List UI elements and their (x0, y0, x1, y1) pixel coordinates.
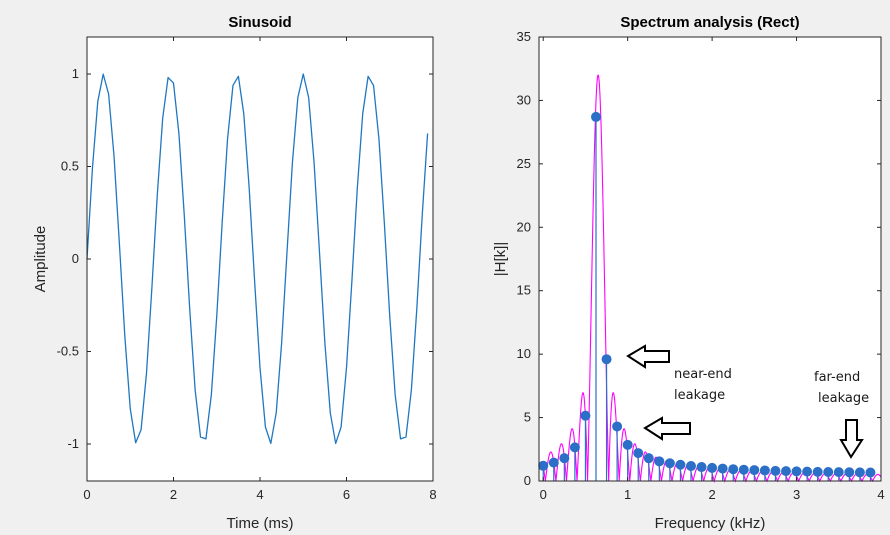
spectrum-x-tick-label: 2 (708, 487, 715, 502)
spectrum-y-tick-label: 25 (517, 156, 531, 171)
sinusoid-y-tick-label: 0 (72, 251, 79, 266)
spectrum-dft-point (749, 465, 760, 476)
sinusoid-ticks: 0 2 4 6 8 -1 -0.5 0 0.5 1 (57, 37, 437, 502)
spectrum-data-layer (538, 74, 882, 484)
spectrum-y-tick-label: 30 (517, 92, 531, 107)
spectrum-dft-point (675, 459, 686, 470)
sinusoid-x-tick-label: 4 (256, 487, 263, 502)
spectrum-y-tick-label: 15 (517, 283, 531, 298)
far-end-label-line1: far-end (814, 370, 860, 385)
spectrum-dft-point (664, 458, 675, 469)
sinusoid-x-axis-label: Time (ms) (227, 515, 294, 532)
spectrum-y-tick-label: 5 (524, 410, 531, 425)
sinusoid-y-tick-label: 1 (72, 66, 79, 81)
spectrum-axes-box (538, 36, 882, 482)
spectrum-y-tick-label: 20 (517, 219, 531, 234)
spectrum-dft-point (654, 456, 665, 467)
sinusoid-x-tick-label: 2 (170, 487, 177, 502)
annotation-near-end: near-end leakage (626, 344, 732, 403)
spectrum-dft-point (622, 439, 633, 450)
spectrum-y-tick-label: 35 (517, 29, 531, 44)
spectrum-dft-point (781, 466, 791, 477)
spectrum-ticks: 0 1 2 3 4 0 5 10 15 20 25 30 35 (517, 29, 885, 502)
spectrum-dft-point (707, 462, 718, 473)
sinusoid-y-tick-label: -1 (67, 436, 79, 451)
sinusoid-series-line (86, 73, 429, 445)
sinusoid-axes-background (87, 37, 433, 481)
spectrum-x-tick-label: 0 (540, 487, 547, 502)
spectrum-dft-point (844, 467, 855, 478)
spectrum-dft-point (580, 410, 591, 421)
spectrum-dft-point (770, 465, 781, 476)
spectrum-x-tick-label: 1 (624, 487, 631, 502)
spectrum-dft-point (833, 467, 844, 478)
spectrum-dft-point (717, 463, 728, 474)
sinusoid-title: Sinusoid (228, 14, 291, 31)
spectrum-dft-point (728, 464, 739, 475)
spectrum-x-tick-label: 4 (877, 487, 884, 502)
sinusoid-axes-box (86, 36, 434, 482)
spectrum-dft-point (812, 466, 823, 477)
far-end-arrow-icon (839, 419, 864, 459)
far-end-label-line2: leakage (818, 391, 869, 406)
spectrum-dft-point (738, 464, 749, 475)
spectrum-dft-point (759, 465, 770, 476)
spectrum-y-tick-label: 0 (524, 473, 531, 488)
annotation-far-end: far-end leakage (814, 370, 869, 459)
spectrum-y-tick-label: 10 (517, 346, 531, 361)
spectrum-dft-point (696, 462, 707, 473)
sinusoid-y-tick-label: 0.5 (61, 159, 79, 174)
spectrum-dft-point (633, 448, 644, 459)
sinusoid-data-layer (86, 73, 429, 445)
spectrum-dft-point (569, 442, 580, 453)
sidelobe-arrow-icon (643, 416, 691, 441)
spectrum-title: Spectrum analysis (Rect) (620, 14, 799, 31)
sinusoid-x-tick-label: 8 (429, 487, 436, 502)
sinusoid-x-tick-label: 6 (343, 487, 350, 502)
spectrum-dft-point (823, 466, 834, 477)
spectrum-dft-point (548, 457, 559, 468)
spectrum-dft-point (854, 467, 865, 478)
sinusoid-y-axis-label: Amplitude (32, 226, 49, 293)
near-end-label-line1: near-end (674, 367, 732, 382)
spectrum-chart: 0 1 2 3 4 0 5 10 15 20 25 30 35 Spectrum analysis (R… (492, 14, 885, 532)
spectrum-dft-point (591, 111, 601, 122)
spectrum-dft-point (559, 453, 570, 464)
spectrum-dft-point (791, 466, 802, 477)
near-end-arrow-icon (626, 344, 670, 369)
near-end-label-line2: leakage (674, 388, 725, 403)
spectrum-x-axis-label: Frequency (kHz) (655, 515, 766, 532)
annotation-sidelobe (643, 416, 691, 441)
spectrum-dft-point (601, 354, 612, 365)
spectrum-dft-point (802, 466, 813, 477)
sinusoid-chart: 0 2 4 6 8 -1 -0.5 0 0.5 1 Sinusoid Time (ms) Ampl… (32, 14, 437, 532)
spectrum-dft-point (865, 467, 876, 478)
spectrum-x-tick-label: 3 (793, 487, 800, 502)
spectrum-dft-point (538, 460, 549, 471)
spectrum-dft-point (686, 461, 696, 472)
sinusoid-x-tick-label: 0 (83, 487, 90, 502)
spectrum-y-axis-label: |H[k]| (492, 242, 509, 276)
spectrum-axes-background (539, 37, 881, 481)
spectrum-dft-point (643, 453, 654, 464)
sinusoid-y-tick-label: -0.5 (57, 344, 79, 359)
spectrum-dft-point (612, 421, 623, 432)
